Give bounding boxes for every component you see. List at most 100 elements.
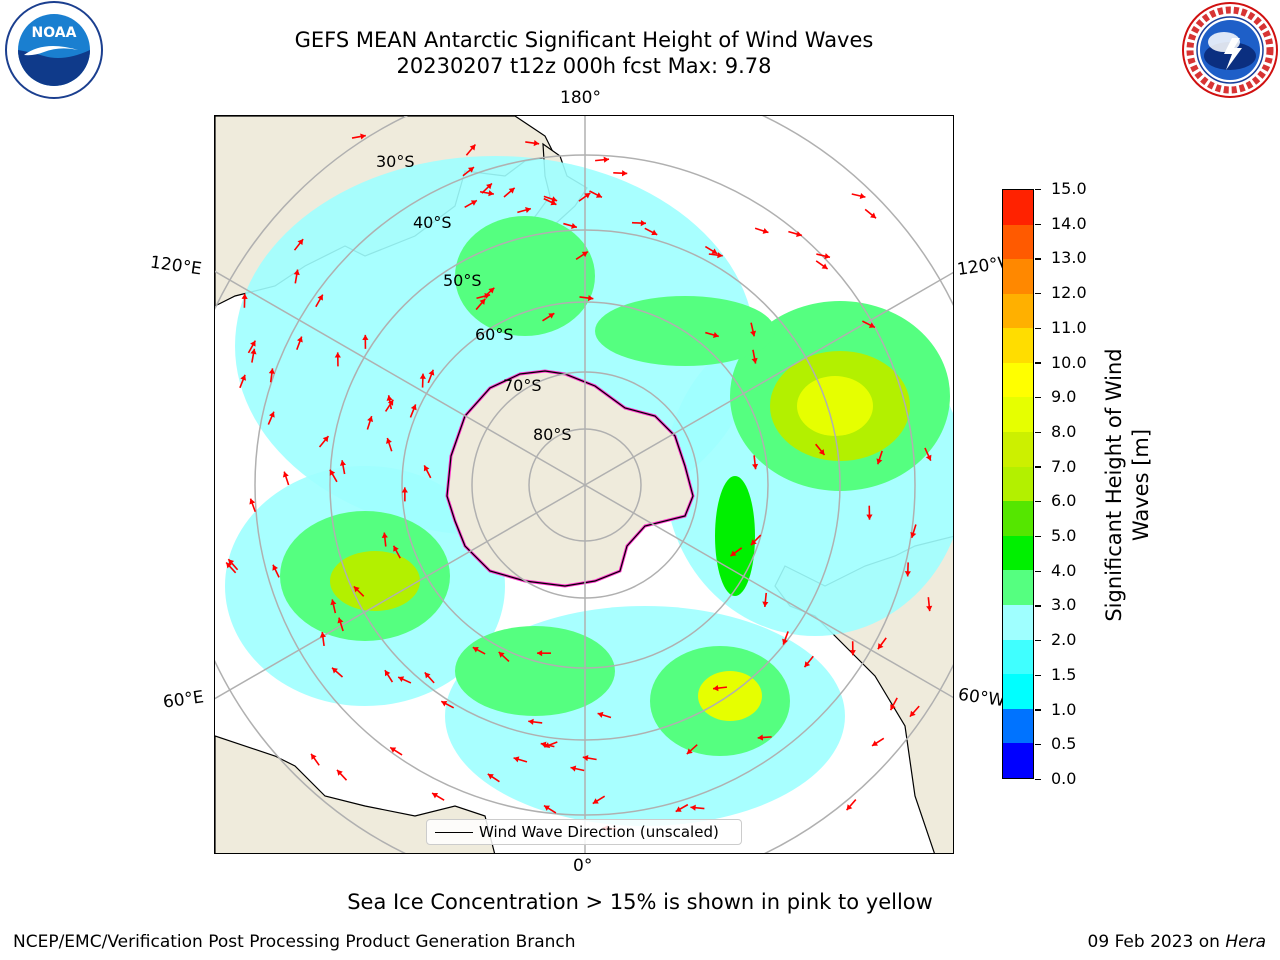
footer-machine: Hera	[1225, 932, 1266, 952]
wave-arrow-head	[533, 140, 540, 147]
lat-label-80s: 80°S	[533, 425, 572, 444]
wave-arrow-head	[269, 411, 275, 418]
wave-arrow-head	[240, 374, 247, 381]
wave-arrow-head	[353, 586, 360, 593]
longitude-gridlines	[215, 116, 953, 853]
wave-arrow-head	[821, 263, 828, 269]
wave-arrow-head	[311, 753, 317, 760]
wave-arrow-head	[868, 322, 875, 328]
wave-arrow-head	[890, 704, 896, 711]
map-panel	[214, 115, 954, 854]
wave-arrow-head	[488, 190, 494, 197]
wave-arrow-head	[250, 340, 256, 347]
wave-arrow-head	[587, 294, 594, 302]
colorbar-tick-label: 6.0	[1035, 493, 1095, 509]
wave-arrow-head	[419, 373, 426, 379]
wave-arrow-head	[508, 187, 515, 194]
wave-arrow-head	[469, 144, 476, 151]
wave-arrow-head	[297, 336, 303, 343]
wave-arrow-head	[909, 710, 916, 717]
wave-arrow-head	[272, 564, 279, 571]
wave-arrow-head	[282, 471, 289, 478]
wave-arrow-head	[818, 449, 825, 456]
wave-arrow-head	[872, 740, 879, 746]
colorbar-tick-label: 15.0	[1035, 181, 1095, 197]
wave-arrow-head	[621, 170, 628, 177]
wave-arrow-head	[432, 793, 439, 799]
wave-arrow-head	[925, 454, 932, 461]
wave-arrow-head	[550, 199, 557, 206]
wave-arrow-head	[487, 773, 494, 780]
colorbar-segment	[1003, 224, 1033, 260]
colorbar-tick-label: 9.0	[1035, 389, 1095, 405]
wave-arrow-head	[470, 200, 477, 206]
wave-arrow-head	[479, 298, 486, 305]
wave-arrow-head	[750, 539, 757, 546]
wave-arrow-head	[441, 700, 448, 707]
wave-arrow-head	[428, 369, 435, 376]
lon-label-60e: 60°E	[161, 687, 206, 713]
land-antarctica-outline	[446, 370, 694, 587]
noaa-logo: NOAA	[5, 1, 103, 99]
wave-arrow-head	[866, 514, 873, 520]
wave-arrow-head	[751, 463, 759, 470]
wave-arrow-head	[859, 192, 866, 199]
colorbar-segment	[1003, 535, 1033, 571]
colorbar-tick-label: 8.0	[1035, 423, 1095, 440]
wave-arrow-head	[360, 133, 366, 140]
wave-arrow-head	[870, 212, 877, 219]
wave-arrow-head	[249, 498, 256, 505]
wave-arrow-head	[762, 601, 769, 607]
footer-credit: NCEP/EMC/Verification Post Processing Pr…	[13, 932, 576, 952]
wave-arrow-head	[750, 330, 757, 337]
wave-arrow-head	[498, 651, 505, 658]
wave-arrow-head	[268, 368, 275, 374]
wave-arrow-head	[603, 156, 610, 163]
wave-arrow-head	[322, 436, 329, 443]
wave-arrow-head	[713, 685, 719, 692]
wave-arrow-head	[386, 395, 393, 401]
wave-arrow-head	[904, 571, 911, 577]
lat-label-60s: 60°S	[475, 325, 514, 344]
wave-arrow-head	[717, 252, 723, 259]
wave-arrow-head	[651, 229, 658, 236]
nws-logo	[1182, 2, 1278, 98]
lat-label-30s: 30°S	[376, 152, 415, 171]
wave-arrow-head	[762, 228, 769, 234]
wave-arrow-head	[488, 287, 495, 294]
colorbar	[1002, 189, 1034, 779]
wave-direction-arrows	[225, 133, 933, 832]
wave-arrow-head	[385, 437, 392, 444]
wave-arrow-head	[876, 458, 883, 465]
wave-arrow-head	[551, 196, 558, 203]
wave-arrow-head	[384, 670, 391, 677]
map-legend: Wind Wave Direction (unscaled)	[426, 819, 742, 845]
wave-arrow-head	[582, 754, 589, 762]
chart-title: GEFS MEAN Antarctic Significant Height o…	[294, 28, 874, 52]
wave-arrow-head	[297, 239, 304, 246]
wave-arrow-head	[536, 650, 543, 657]
colorbar-segment	[1003, 432, 1033, 467]
wave-arrow-head	[796, 231, 802, 238]
colorbar-segment	[1003, 397, 1033, 433]
colorbar-tick-label: 14.0	[1035, 215, 1095, 232]
colorbar-segment	[1003, 189, 1033, 225]
wave-arrow-head	[339, 460, 347, 466]
wave-arrow-head	[367, 416, 374, 422]
colorbar-tick-label: 11.0	[1035, 319, 1095, 336]
footer-date: 09 Feb 2023 on Hera	[1088, 932, 1266, 952]
wave-arrow-head	[317, 294, 323, 301]
footer-on: on	[1198, 932, 1220, 952]
wave-arrow-head	[581, 251, 588, 258]
wave-arrow-head	[824, 253, 831, 260]
lat-label-70s: 70°S	[503, 376, 542, 395]
wave-arrow-head	[334, 352, 341, 358]
noaa-logo-text: NOAA	[32, 25, 77, 41]
wave-arrow-head	[486, 183, 492, 190]
sea-ice-note: Sea Ice Concentration > 15% is shown in …	[347, 890, 933, 914]
wave-arrow-head	[401, 487, 408, 493]
wave-arrow-head	[597, 711, 604, 718]
wave-arrow-head	[330, 599, 337, 606]
colorbar-segment	[1003, 259, 1033, 294]
colorbar-tick-label: 13.0	[1035, 250, 1095, 266]
